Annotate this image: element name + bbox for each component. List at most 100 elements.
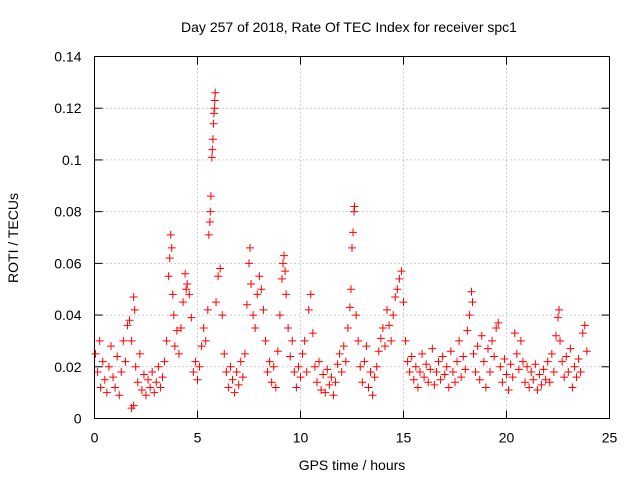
data-point (146, 383, 155, 392)
data-point (387, 336, 396, 345)
data-point (308, 329, 317, 338)
plot-frame (94, 56, 610, 419)
data-point (354, 336, 363, 345)
data-point (566, 344, 575, 353)
data-point (463, 326, 472, 335)
data-point (96, 383, 105, 392)
data-point (500, 355, 509, 364)
data-point (364, 383, 373, 392)
data-point (498, 378, 507, 387)
data-point (582, 347, 591, 356)
data-point (518, 357, 527, 366)
y-tick-label: 0.02 (54, 359, 81, 375)
data-point (319, 370, 328, 379)
data-point (317, 386, 326, 395)
data-point (349, 228, 358, 237)
data-point (333, 360, 342, 369)
data-point (210, 104, 219, 113)
data-point (321, 388, 330, 397)
data-point (208, 135, 217, 144)
data-point (418, 349, 427, 358)
data-point (210, 96, 219, 105)
data-point (164, 272, 173, 281)
data-point (448, 367, 457, 376)
data-point (204, 230, 213, 239)
data-point (413, 383, 422, 392)
data-point (453, 357, 462, 366)
x-tick-label: 0 (91, 430, 99, 446)
data-point (183, 280, 192, 289)
data-point (207, 153, 216, 162)
data-point (187, 313, 196, 322)
data-point (506, 360, 515, 369)
data-point (230, 388, 239, 397)
data-point (346, 285, 355, 294)
y-tick-label: 0.12 (54, 100, 81, 116)
data-point (531, 360, 540, 369)
data-point (130, 305, 139, 314)
data-point (267, 378, 276, 387)
chart-title: Day 257 of 2018, Rate Of TEC Index for r… (181, 19, 517, 35)
data-point (541, 375, 550, 384)
axis-ticks (94, 56, 610, 419)
data-point (337, 367, 346, 376)
data-point (510, 329, 519, 338)
data-point (341, 357, 350, 366)
x-tick-label: 25 (602, 430, 618, 446)
data-point (329, 391, 338, 400)
data-point (154, 362, 163, 371)
data-point (424, 378, 433, 387)
data-point (135, 349, 144, 358)
data-point (172, 326, 181, 335)
data-point (521, 378, 530, 387)
data-point (148, 367, 157, 376)
data-point (139, 370, 148, 379)
data-point (185, 290, 194, 299)
data-point (576, 367, 585, 376)
data-point (490, 352, 499, 361)
data-point (206, 207, 215, 216)
data-point (508, 373, 517, 382)
data-point (339, 342, 348, 351)
y-axis-label: ROTI / TECUs (5, 193, 21, 283)
data-point (104, 362, 113, 371)
data-point (479, 357, 488, 366)
data-point (350, 202, 359, 211)
data-point (212, 298, 221, 307)
data-point (228, 375, 237, 384)
data-point (535, 370, 544, 379)
data-point (115, 391, 124, 400)
data-point (504, 386, 513, 395)
data-point (273, 347, 282, 356)
data-point (284, 324, 293, 332)
data-point (496, 362, 505, 371)
data-point (269, 362, 278, 371)
data-point (539, 365, 548, 374)
data-point (525, 383, 534, 392)
data-point (304, 305, 313, 314)
data-point (106, 342, 115, 351)
data-point (158, 373, 167, 382)
data-point (166, 230, 175, 239)
data-point (253, 290, 262, 299)
x-tick-label: 20 (499, 430, 515, 446)
data-point (216, 264, 225, 273)
grid (94, 56, 610, 419)
data-point (393, 285, 402, 294)
data-point (407, 352, 416, 361)
data-point (468, 298, 477, 307)
data-point (327, 373, 336, 382)
data-point (156, 383, 165, 392)
data-point (395, 274, 404, 283)
data-point (471, 367, 480, 376)
data-point (459, 352, 468, 361)
data-point (366, 367, 375, 376)
data-point (455, 336, 464, 345)
data-point (170, 342, 179, 351)
data-point (121, 357, 130, 366)
data-point (543, 357, 552, 366)
y-tick-label: 0.1 (62, 152, 82, 168)
data-point (376, 334, 385, 343)
data-point (486, 367, 495, 376)
data-point (226, 362, 235, 371)
